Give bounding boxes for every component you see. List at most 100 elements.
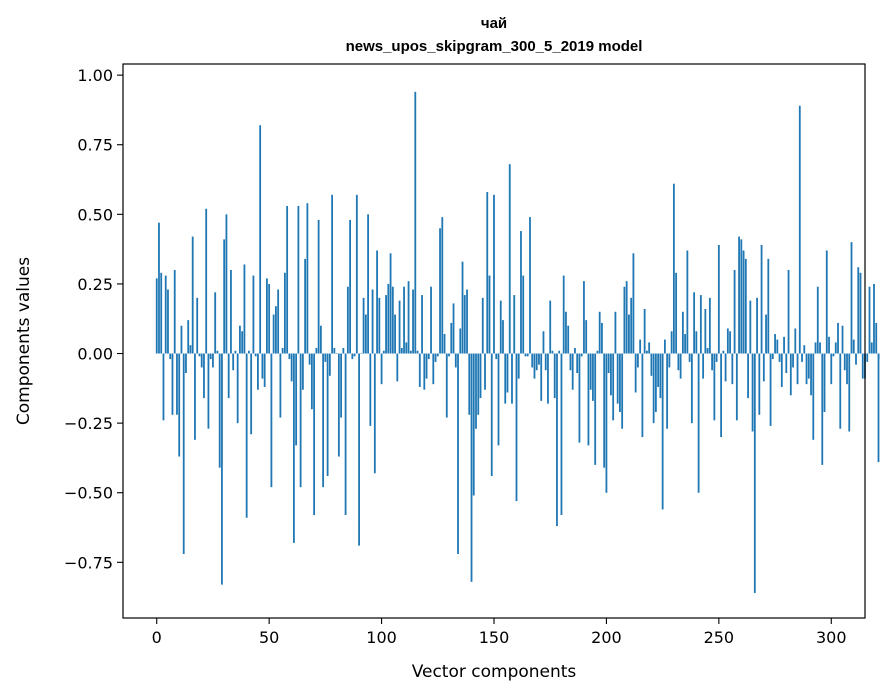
bar-component-230 xyxy=(672,183,675,354)
bar-component-23 xyxy=(207,353,210,429)
bar-component-307 xyxy=(846,353,848,385)
bar-component-116 xyxy=(416,350,419,354)
bar-component-183 xyxy=(567,325,570,354)
y-tick-label-4: 0.25 xyxy=(77,275,113,294)
bar-component-167 xyxy=(531,353,534,368)
bar-component-228 xyxy=(668,353,671,368)
x-tick-label-100: 100 xyxy=(366,628,397,647)
bar-component-64 xyxy=(299,353,302,488)
bar-component-320 xyxy=(875,322,878,354)
bar-component-156 xyxy=(506,353,509,393)
bar-component-259 xyxy=(738,236,740,354)
bar-component-2 xyxy=(160,272,163,354)
bar-component-152 xyxy=(497,353,500,446)
bar-component-286 xyxy=(798,105,801,354)
bar-component-155 xyxy=(504,353,507,404)
bar-component-179 xyxy=(558,350,561,354)
bar-component-233 xyxy=(679,353,682,379)
bar-component-238 xyxy=(690,353,693,424)
bar-component-263 xyxy=(747,353,749,399)
y-tick-label-7: 1.00 xyxy=(77,66,113,85)
bar-component-127 xyxy=(441,217,444,354)
bar-component-292 xyxy=(812,353,815,440)
bar-component-68 xyxy=(308,353,311,365)
bar-component-269 xyxy=(760,244,763,354)
bar-component-177 xyxy=(553,353,556,399)
bar-component-165 xyxy=(526,353,529,357)
bar-component-56 xyxy=(281,347,284,354)
bar-component-1 xyxy=(158,222,160,354)
bar-component-79 xyxy=(333,347,336,354)
x-tick-label-250: 250 xyxy=(704,628,735,647)
bar-component-309 xyxy=(850,242,853,354)
bar-component-227 xyxy=(666,353,669,429)
bar-component-10 xyxy=(178,353,181,457)
bar-component-182 xyxy=(565,311,567,354)
bar-component-136 xyxy=(461,261,464,354)
bar-component-67 xyxy=(306,203,309,354)
bar-component-296 xyxy=(821,353,824,465)
bar-component-265 xyxy=(751,353,754,432)
bar-component-208 xyxy=(623,286,626,354)
y-axis-label: Components values xyxy=(14,257,34,425)
bar-component-103 xyxy=(387,283,390,354)
bar-component-119 xyxy=(423,353,426,390)
bar-component-144 xyxy=(479,353,482,399)
bar-component-52 xyxy=(272,314,275,354)
bar-component-298 xyxy=(825,250,828,354)
bar-component-175 xyxy=(549,300,552,354)
bar-component-12 xyxy=(182,353,185,554)
bar-component-297 xyxy=(823,353,826,412)
bar-component-38 xyxy=(241,331,244,354)
bar-component-97 xyxy=(373,353,376,474)
bar-component-200 xyxy=(605,353,608,493)
bar-component-268 xyxy=(758,353,761,415)
bar-component-69 xyxy=(310,353,313,410)
bar-component-89 xyxy=(355,194,358,354)
bar-component-250 xyxy=(717,244,720,354)
bar-component-262 xyxy=(744,258,747,354)
bar-component-240 xyxy=(695,331,698,354)
bar-component-272 xyxy=(767,258,770,354)
bar-component-73 xyxy=(319,325,322,354)
bar-component-226 xyxy=(663,339,666,354)
bar-component-316 xyxy=(866,353,869,362)
bar-component-216 xyxy=(641,353,644,438)
bar-component-231 xyxy=(675,272,678,354)
bar-component-143 xyxy=(477,353,480,415)
bar-component-131 xyxy=(450,322,453,354)
bar-component-198 xyxy=(601,322,603,354)
bar-component-70 xyxy=(313,353,316,515)
y-tick-label-3: 0.00 xyxy=(77,345,113,364)
bar-component-96 xyxy=(371,289,374,354)
bar-component-126 xyxy=(439,228,441,354)
bar-component-252 xyxy=(722,350,725,354)
bar-component-118 xyxy=(421,295,423,354)
bar-component-213 xyxy=(634,353,637,393)
bar-component-256 xyxy=(731,353,734,385)
bar-component-258 xyxy=(735,353,738,421)
bar-component-42 xyxy=(250,353,253,435)
bar-component-5 xyxy=(167,289,169,354)
bar-component-260 xyxy=(740,239,743,354)
bar-component-153 xyxy=(499,300,502,354)
bar-component-301 xyxy=(832,353,835,357)
bar-component-293 xyxy=(814,342,817,354)
bar-component-114 xyxy=(412,289,414,354)
bar-component-159 xyxy=(513,295,516,354)
bar-component-319 xyxy=(873,283,875,354)
bar-component-123 xyxy=(432,353,435,385)
bar-component-176 xyxy=(551,350,554,354)
bar-component-122 xyxy=(430,286,432,354)
bar-component-172 xyxy=(542,331,545,354)
bar-component-255 xyxy=(729,331,731,354)
bar-component-7 xyxy=(171,353,174,415)
bar-component-134 xyxy=(457,353,459,554)
x-axis: 0 50 100 150 200 250 300 xyxy=(152,618,847,647)
bar-component-84 xyxy=(344,353,347,515)
bar-component-302 xyxy=(834,342,837,354)
bar-component-87 xyxy=(351,353,354,360)
bar-component-203 xyxy=(612,353,615,421)
bars-group xyxy=(155,91,880,593)
bar-component-20 xyxy=(200,353,203,368)
